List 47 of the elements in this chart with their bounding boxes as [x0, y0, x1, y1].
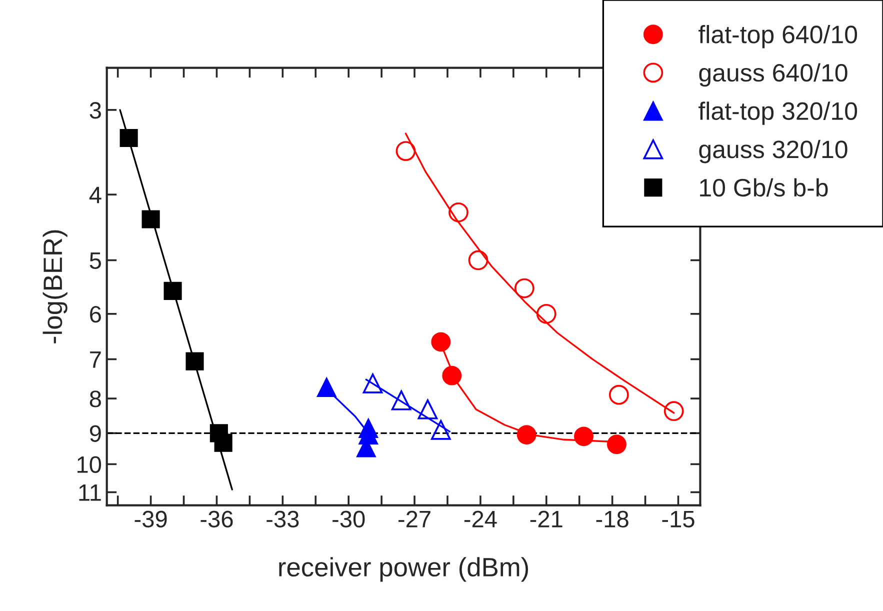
point — [186, 352, 204, 370]
point — [448, 202, 468, 222]
point — [142, 210, 160, 228]
x-tick-label: -27 — [398, 510, 430, 528]
legend-label: flat-top 640/10 — [698, 25, 858, 48]
x-axis-title: receiver power (dBm) — [279, 557, 528, 582]
point — [316, 378, 336, 397]
x-tick-label: -24 — [464, 510, 497, 528]
y-axis-title: -log(BER) — [42, 230, 68, 344]
point — [606, 434, 626, 454]
point — [514, 278, 534, 298]
x-tick-label: -36 — [200, 510, 233, 528]
y-tick-label: 7 — [90, 352, 101, 368]
y-tick-label: 4 — [89, 186, 102, 204]
x-tick-label: -21 — [530, 510, 562, 528]
legend-label: 10 Gb/s b-b — [700, 178, 828, 197]
y-tick-label: 3 — [90, 102, 101, 119]
x-tick-label: -30 — [332, 510, 365, 528]
y-tick-label: 11 — [79, 484, 101, 501]
y-tick-label: 6 — [90, 306, 101, 323]
y-tick-label: 10 — [78, 456, 102, 473]
point — [120, 128, 138, 147]
legend-label: gauss 640/10 — [699, 63, 848, 87]
point — [431, 332, 451, 352]
legend-label: flat-top 320/10 — [698, 102, 858, 125]
y-tick-label: 9 — [90, 425, 101, 442]
point — [442, 366, 462, 386]
x-tick-label: -39 — [134, 510, 167, 528]
x-tick-label: -18 — [596, 510, 628, 528]
point — [391, 390, 412, 410]
point — [608, 384, 629, 405]
x-tick-label: -33 — [266, 510, 299, 528]
point — [214, 434, 232, 452]
point — [430, 420, 451, 440]
point — [164, 282, 182, 300]
y-tick-label: 5 — [90, 252, 101, 270]
point — [516, 425, 536, 445]
point — [574, 426, 594, 446]
point — [362, 373, 383, 394]
y-tick-label: 8 — [90, 390, 101, 408]
point — [536, 304, 556, 324]
point — [664, 401, 684, 422]
point — [468, 250, 488, 270]
x-tick-label: -15 — [662, 511, 694, 528]
point — [418, 399, 438, 420]
point — [396, 141, 416, 161]
legend-label: gauss 320/10 — [699, 140, 848, 164]
